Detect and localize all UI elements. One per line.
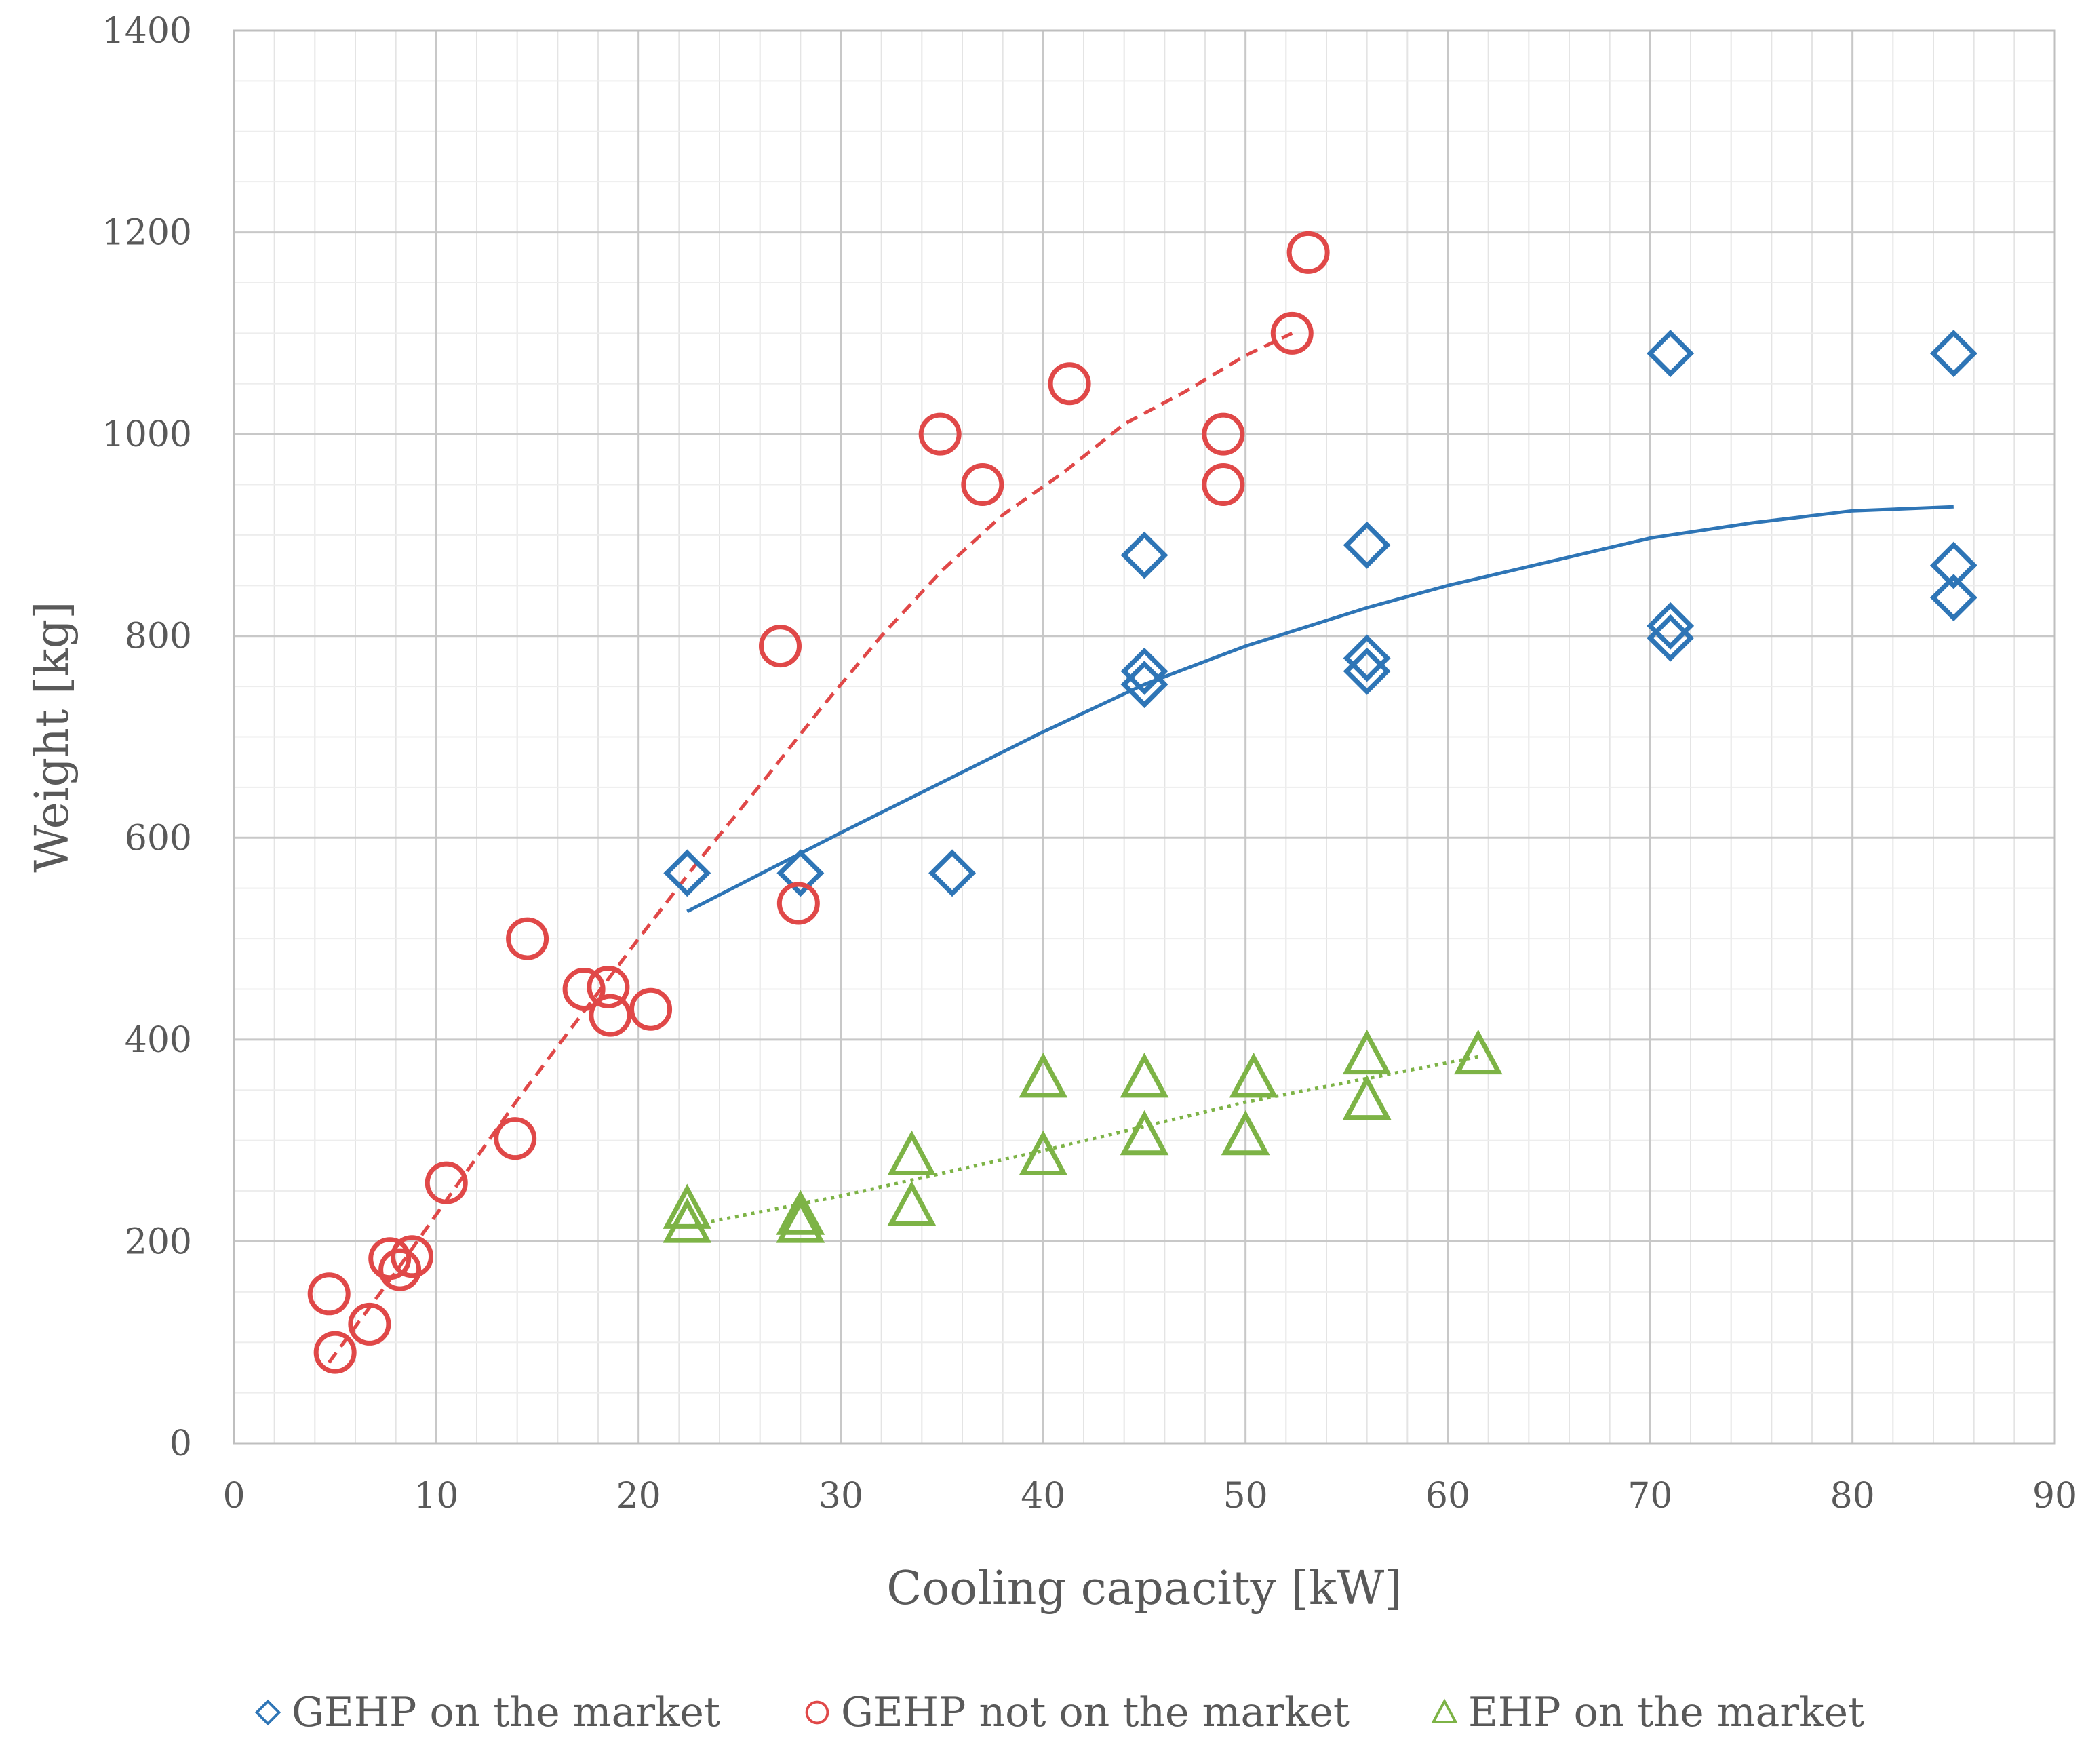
legend-marker-triangle [1431,1698,1458,1723]
minor-grid [234,31,2055,1443]
y-tick-label: 1000 [102,414,192,455]
diamond-data-point [1343,634,1391,682]
triangle-data-point [1120,1053,1169,1098]
y-tick-label: 1400 [102,11,192,52]
circle-data-point [918,412,962,456]
legend-label: EHP on the market [1468,1689,1864,1736]
trendlines [328,332,1954,1364]
x-tick-label: 0 [222,1476,245,1516]
x-tick-label: 20 [616,1476,661,1516]
x-axis-title: Cooling capacity [kW] [886,1562,1402,1615]
circle-data-point [587,965,630,1008]
legend-marker-circle [805,1700,829,1725]
x-tick-label: 30 [819,1476,863,1516]
trendline-dotted [686,1055,1479,1228]
triangle-data-point [1229,1053,1278,1098]
diamond-data-point [1343,647,1391,695]
diamond-data-point [1929,574,1977,622]
data-markers [307,231,1977,1374]
diamond-data-point [1929,541,1977,589]
circle-data-point [307,1272,351,1316]
triangle-data-point [663,1198,712,1243]
circle-data-point [378,1248,422,1291]
circle-data-point [368,1237,412,1280]
circle-data-point [1270,311,1314,355]
trendline-dashed [328,332,1293,1364]
major-grid [234,31,2055,1443]
triangle-data-point [1120,1110,1169,1156]
circle-data-point [759,625,802,668]
circle-data-point [348,1302,391,1346]
legend-marker-diamond [254,1699,281,1726]
legend-label: GEHP on the market [292,1689,720,1736]
legend-label: GEHP not on the market [841,1689,1350,1736]
diamond-data-point [1343,521,1391,569]
x-tick-label: 50 [1223,1476,1268,1516]
diamond-data-point [1120,647,1168,695]
x-tick-label: 40 [1021,1476,1065,1516]
diamond-data-point [663,849,711,897]
circle-data-point [1202,463,1245,507]
y-tick-label: 0 [170,1424,192,1464]
triangle-data-point [887,1180,937,1226]
triangle-data-point [1019,1130,1068,1175]
circle-data-point [506,917,549,960]
circle-data-point [391,1235,434,1278]
triangle-data-point [1019,1053,1068,1098]
triangle-data-point [1453,1029,1503,1075]
x-axis-tick-labels: 0 10 20 30 40 50 60 70 80 90 [222,1476,2077,1516]
circle-data-point [961,463,1004,507]
triangle-data-point [663,1183,712,1229]
circle-data-point [313,1331,357,1374]
x-tick-label: 70 [1628,1476,1672,1516]
diamond-data-point [928,849,977,897]
circle-data-point [1286,231,1330,274]
x-tick-label: 90 [2032,1476,2077,1516]
diamond-data-point [776,849,825,897]
circle-data-point [629,987,673,1031]
y-axis-tick-labels: 0 200 400 600 800 1000 1200 1400 [102,11,192,1464]
triangle-data-point [1342,1074,1392,1120]
circle-data-point [425,1161,468,1204]
legend: GEHP on the market GEHP not on the market… [254,1689,1864,1736]
triangle-data-point [1342,1029,1392,1075]
diamond-data-point [1120,531,1168,579]
y-tick-label: 400 [125,1020,192,1061]
y-tick-label: 1200 [102,213,192,254]
circle-data-point [776,882,820,925]
plot-area-border [233,29,2056,1445]
y-tick-label: 800 [125,616,192,657]
circle-data-point [562,967,606,1011]
triangle-data-point [1221,1110,1270,1156]
x-tick-label: 60 [1425,1476,1470,1516]
y-tick-label: 600 [125,818,192,859]
circle-data-point [589,994,632,1037]
diamond-data-point [1647,614,1695,662]
x-tick-label: 80 [1830,1476,1875,1516]
trendline-solid [686,505,1954,914]
circle-data-point [1048,362,1091,406]
diamond-data-point [1647,602,1695,650]
diamond-data-point [1120,661,1168,709]
diamond-data-point [1647,330,1695,378]
x-tick-label: 10 [414,1476,458,1516]
circle-data-point [1202,412,1245,456]
y-tick-label: 200 [125,1221,192,1262]
triangle-data-point [776,1190,825,1235]
diamond-data-point [1929,330,1977,378]
triangle-data-point [776,1198,825,1243]
triangle-data-point [887,1130,937,1175]
circle-data-point [494,1117,537,1160]
y-axis-title: Weight [kg] [26,601,79,872]
